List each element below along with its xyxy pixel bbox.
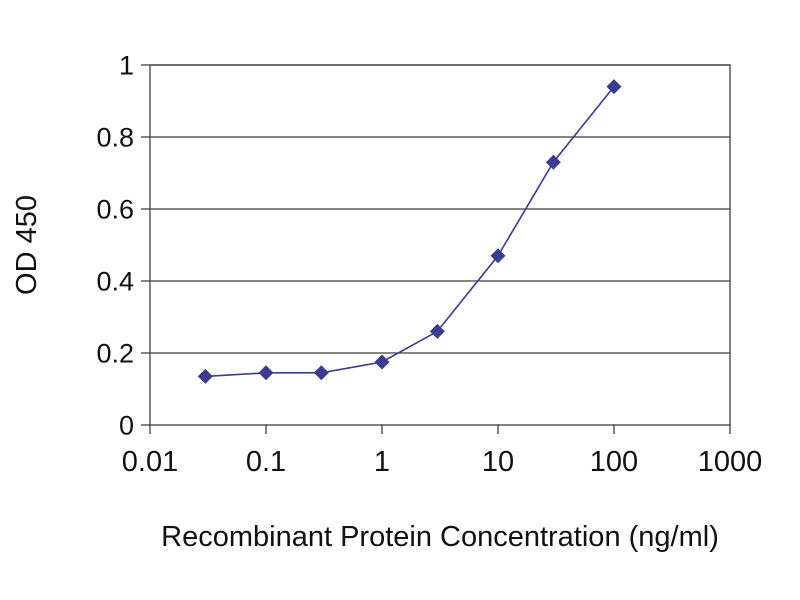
- axis-ticks: [141, 64, 731, 434]
- data-point-markers: [197, 79, 622, 384]
- y-tick-label: 0.2: [96, 339, 134, 369]
- y-tick-label: 1: [119, 51, 134, 81]
- data-point-marker: [374, 354, 390, 370]
- data-series-line: [205, 86, 615, 378]
- y-tick-label: 0.8: [96, 123, 134, 153]
- data-point-marker: [429, 323, 445, 339]
- y-tick-label: 0.6: [96, 195, 134, 225]
- y-tick-label: 0.4: [96, 267, 134, 297]
- data-point-marker: [258, 365, 274, 381]
- gridlines: [150, 64, 730, 354]
- data-point-marker: [606, 79, 622, 95]
- y-tick-label: 0: [119, 411, 134, 441]
- x-tick-label: 0.1: [246, 446, 286, 478]
- data-point-marker: [545, 154, 561, 170]
- data-point-marker: [197, 368, 213, 384]
- y-axis-title: OD 450: [11, 195, 43, 295]
- y-tick-labels: 0 0.2 0.4 0.6 0.8 1: [96, 51, 134, 441]
- x-tick-label: 100: [590, 446, 638, 478]
- x-tick-label: 0.01: [122, 446, 178, 478]
- data-point-marker: [313, 365, 329, 381]
- x-tick-label: 10: [482, 446, 514, 478]
- data-point-marker: [490, 248, 506, 264]
- plot-border: [149, 64, 731, 426]
- x-tick-label: 1000: [698, 446, 763, 478]
- x-axis-title: Recombinant Protein Concentration (ng/ml…: [161, 521, 719, 553]
- x-tick-label: 1: [374, 446, 390, 478]
- x-tick-labels: 0.01 0.1 1 10 100 1000: [122, 446, 762, 478]
